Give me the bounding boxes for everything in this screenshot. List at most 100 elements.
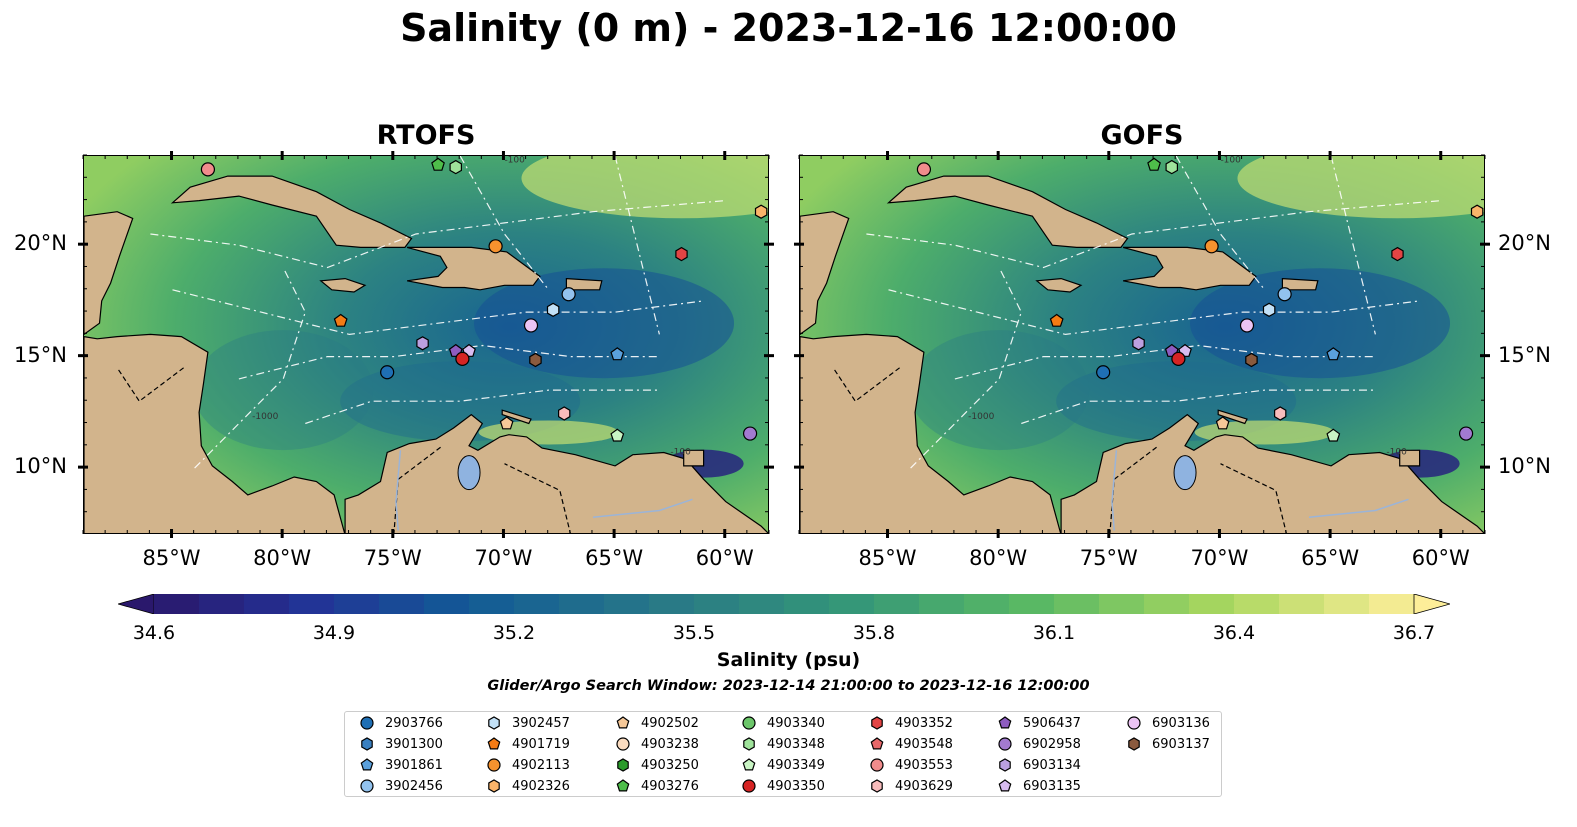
hexagon-marker-icon bbox=[999, 758, 1011, 772]
legend-label: 4903553 bbox=[895, 757, 953, 773]
float-marker-4902113[interactable] bbox=[488, 239, 503, 254]
legend-entry: 5906437 bbox=[997, 713, 1081, 733]
hexagon-marker-icon bbox=[361, 737, 373, 751]
float-marker-4903276[interactable] bbox=[431, 157, 445, 171]
legend-entry: 3901300 bbox=[359, 734, 443, 754]
pentagon-marker-icon bbox=[742, 758, 756, 771]
legend-entry: 4903553 bbox=[869, 755, 953, 775]
legend-entry: 4903629 bbox=[869, 776, 953, 796]
float-marker-4903348[interactable] bbox=[449, 159, 462, 175]
legend-label: 4903629 bbox=[895, 778, 953, 794]
float-marker-4903348[interactable] bbox=[1165, 159, 1178, 175]
legend-label: 4903340 bbox=[767, 715, 825, 731]
float-marker-4902502[interactable] bbox=[1215, 416, 1230, 430]
rtofs-map[interactable]: -1000 -100 -100 bbox=[83, 155, 769, 534]
float-marker-4903553[interactable] bbox=[916, 162, 932, 177]
float-marker-3901861[interactable] bbox=[610, 347, 625, 361]
float-marker-4903350[interactable] bbox=[455, 351, 470, 366]
legend-entry: 6903134 bbox=[997, 755, 1081, 775]
float-marker-6903136[interactable] bbox=[523, 318, 539, 333]
float-marker-3902457[interactable] bbox=[546, 302, 560, 317]
float-marker-4902326[interactable] bbox=[754, 204, 768, 219]
contour-label: -100 bbox=[670, 448, 691, 458]
legend-entry: 6903136 bbox=[1126, 713, 1210, 733]
lat-label-left: 20°N bbox=[14, 231, 67, 256]
panel-title-rtofs: RTOFS bbox=[376, 120, 476, 151]
float-marker-4902502[interactable] bbox=[499, 416, 514, 430]
float-marker-4903276[interactable] bbox=[1147, 157, 1161, 171]
lon-label: 85°W bbox=[142, 546, 201, 570]
legend-label: 2903766 bbox=[385, 715, 443, 731]
circle-marker-icon bbox=[742, 716, 756, 730]
legend-entry: 4903349 bbox=[741, 755, 825, 775]
legend-label: 6903135 bbox=[1023, 778, 1081, 794]
float-marker-6903137[interactable] bbox=[1245, 352, 1258, 368]
float-marker-6902958[interactable] bbox=[1458, 426, 1474, 441]
colorbar-extend-high bbox=[1413, 594, 1450, 614]
legend-label: 6902958 bbox=[1023, 736, 1081, 752]
legend-entry: 3902457 bbox=[486, 713, 570, 733]
hexagon-marker-icon bbox=[743, 737, 755, 751]
float-marker-4902113[interactable] bbox=[1204, 239, 1219, 254]
legend-entry: 4902326 bbox=[486, 776, 570, 796]
colorbar-tick-label: 35.8 bbox=[852, 622, 896, 644]
float-marker-3902456[interactable] bbox=[561, 287, 576, 302]
hexagon-marker-icon bbox=[617, 758, 629, 772]
float-marker-6903134[interactable] bbox=[1132, 336, 1145, 351]
legend-label: 4903349 bbox=[767, 757, 825, 773]
float-marker-4903553[interactable] bbox=[200, 162, 216, 177]
contour-label: -100 bbox=[1220, 156, 1241, 166]
gofs-map[interactable]: -1000 -100 -100 bbox=[799, 155, 1485, 534]
lon-label: 80°W bbox=[253, 546, 312, 570]
float-marker-4902326[interactable] bbox=[1470, 204, 1484, 219]
float-marker-4901719[interactable] bbox=[333, 313, 348, 327]
gofs-map-canvas: -1000 -100 -100 bbox=[800, 156, 1484, 533]
lon-label: 80°W bbox=[969, 546, 1028, 570]
colorbar-label: Salinity (psu) bbox=[716, 649, 861, 671]
legend-label: 4903348 bbox=[767, 736, 825, 752]
legend-entry: 4903250 bbox=[615, 755, 699, 775]
float-marker-3902457[interactable] bbox=[1262, 302, 1276, 317]
circle-marker-icon bbox=[360, 779, 374, 793]
float-marker-6903134[interactable] bbox=[416, 336, 429, 351]
circle-marker-icon bbox=[870, 758, 884, 772]
float-marker-4901719[interactable] bbox=[1049, 313, 1064, 327]
circle-marker-icon bbox=[360, 716, 374, 730]
legend-label: 4902502 bbox=[641, 715, 699, 731]
pentagon-marker-icon bbox=[487, 737, 501, 750]
float-marker-4903352[interactable] bbox=[1391, 246, 1404, 262]
lat-label-left: 15°N bbox=[14, 342, 67, 367]
legend-label: 4903350 bbox=[767, 778, 825, 794]
legend-entry: 6903137 bbox=[1126, 734, 1210, 754]
float-marker-4903629[interactable] bbox=[1274, 406, 1287, 421]
colorbar-tick-label: 36.1 bbox=[1032, 622, 1076, 644]
legend-entry: 4903276 bbox=[615, 776, 699, 796]
colorbar bbox=[118, 594, 1450, 614]
colorbar-tick-label: 36.4 bbox=[1212, 622, 1256, 644]
float-marker-4903352[interactable] bbox=[675, 246, 688, 262]
float-marker-4903629[interactable] bbox=[558, 406, 571, 421]
float-marker-6903137[interactable] bbox=[529, 352, 542, 368]
lon-label: 70°W bbox=[1190, 546, 1249, 570]
pentagon-marker-icon bbox=[616, 716, 630, 729]
float-marker-3901861[interactable] bbox=[1326, 347, 1341, 361]
float-marker-2903766[interactable] bbox=[380, 365, 395, 380]
float-marker-3902456[interactable] bbox=[1277, 287, 1292, 302]
float-marker-6902958[interactable] bbox=[742, 426, 758, 441]
float-marker-4903349[interactable] bbox=[610, 428, 625, 442]
panel-title-gofs: GOFS bbox=[1100, 120, 1184, 151]
float-marker-6903136[interactable] bbox=[1239, 318, 1255, 333]
figure-title: Salinity (0 m) - 2023-12-16 12:00:00 bbox=[400, 6, 1177, 50]
float-marker-2903766[interactable] bbox=[1096, 365, 1111, 380]
lat-label-left: 10°N bbox=[14, 454, 67, 479]
legend-entry: 4903350 bbox=[741, 776, 825, 796]
lon-label: 75°W bbox=[1079, 546, 1138, 570]
circle-marker-icon bbox=[1127, 716, 1141, 730]
float-marker-4903350[interactable] bbox=[1171, 351, 1186, 366]
float-marker-4903349[interactable] bbox=[1326, 428, 1341, 442]
contour-label: -100 bbox=[1386, 448, 1407, 458]
legend-label: 6903137 bbox=[1152, 736, 1210, 752]
colorbar-tick-label: 34.6 bbox=[132, 622, 176, 644]
circle-marker-icon bbox=[742, 779, 756, 793]
pentagon-marker-icon bbox=[998, 716, 1012, 729]
